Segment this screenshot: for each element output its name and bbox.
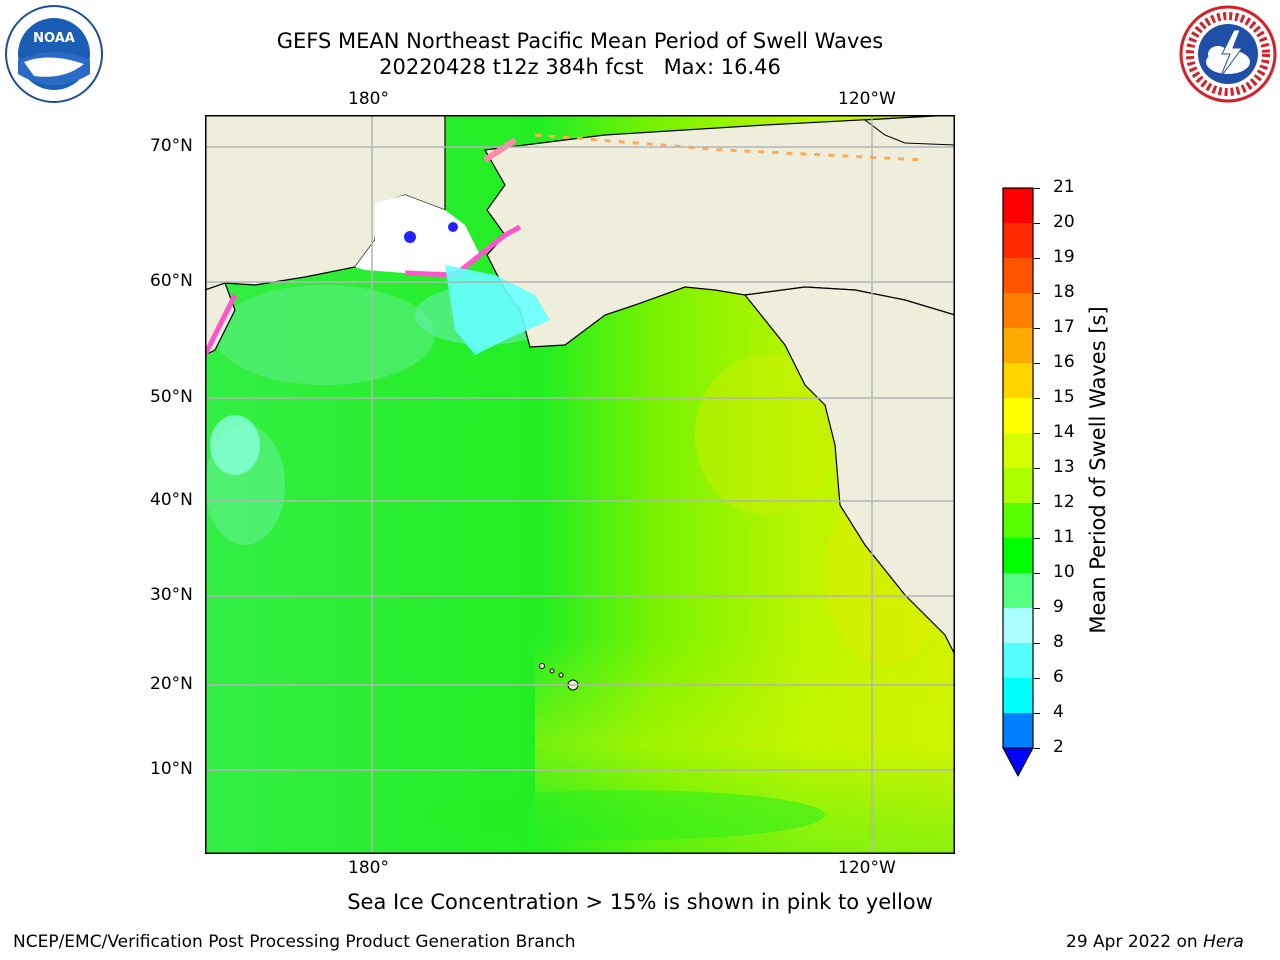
- host-name: Hera: [1203, 932, 1244, 952]
- swell-patch-north: [215, 285, 435, 385]
- date-text: 29 Apr 2022 on: [1066, 932, 1204, 952]
- colorbar-tick: [1034, 748, 1040, 749]
- colorbar-label: 13: [1053, 457, 1075, 477]
- date-stamp: 29 Apr 2022 on Hera: [1066, 932, 1244, 952]
- swell-patch-cyan-west: [210, 415, 260, 475]
- nws-logo: [1178, 4, 1278, 104]
- map-frame: [205, 115, 955, 854]
- colorbar-label: 19: [1053, 247, 1075, 267]
- colorbar-tick: [1034, 608, 1040, 609]
- lat-label-50n: 50°N: [150, 387, 193, 407]
- colorbar-tick: [1034, 678, 1040, 679]
- colorbar-label: 15: [1053, 387, 1075, 407]
- colorbar-tick: [1034, 503, 1040, 504]
- colorbar-segment: [1003, 678, 1033, 713]
- colorbar-segment: [1003, 608, 1033, 643]
- chart-title-line1: GEFS MEAN Northeast Pacific Mean Period …: [276, 29, 884, 53]
- colorbar-tick: [1034, 433, 1040, 434]
- colorbar-segment: [1003, 293, 1033, 328]
- sea-ice-note: Sea Ice Concentration > 15% is shown in …: [347, 890, 933, 914]
- land-west-coast: [743, 286, 956, 656]
- lat-label-30n: 30°N: [150, 585, 193, 605]
- noaa-logo: NOAA: [4, 4, 104, 104]
- lon-label-top-180: 180°: [348, 89, 389, 109]
- sea-ice-bering: [355, 195, 480, 275]
- ice-edge-chukchi: [483, 137, 517, 163]
- lon-label-bottom-180: 180°: [348, 858, 389, 878]
- colorbar-segment: [1003, 433, 1033, 468]
- colorbar-segment: [1003, 328, 1033, 363]
- colorbar-tick: [1034, 188, 1040, 189]
- colorbar-label: 4: [1053, 702, 1064, 722]
- colorbar: [1000, 186, 1040, 786]
- swell-patch-cyan-bering: [445, 265, 550, 355]
- ice-blue-patch-2: [448, 222, 458, 232]
- lat-label-20n: 20°N: [150, 674, 193, 694]
- colorbar-label: 2: [1053, 737, 1064, 757]
- colorbar-tick: [1034, 258, 1040, 259]
- colorbar-tick: [1034, 363, 1040, 364]
- colorbar-label: 11: [1053, 527, 1075, 547]
- colorbar-tick: [1034, 538, 1040, 539]
- island-kauai: [539, 663, 545, 669]
- colorbar-segment: [1003, 573, 1033, 608]
- map-svg: [202, 114, 956, 854]
- lat-label-60n: 60°N: [150, 271, 193, 291]
- lat-label-40n: 40°N: [150, 490, 193, 510]
- colorbar-segment: [1003, 223, 1033, 258]
- colorbar-tick: [1034, 328, 1040, 329]
- credit-text: NCEP/EMC/Verification Post Processing Pr…: [13, 932, 576, 952]
- ice-blue-patch-1: [404, 231, 416, 243]
- colorbar-frame: [1002, 187, 1034, 749]
- graticule: [205, 115, 955, 854]
- colorbar-tick: [1034, 468, 1040, 469]
- colorbar-label: 6: [1053, 667, 1064, 687]
- colorbar-segment: [1003, 258, 1033, 293]
- colorbar-label: 16: [1053, 352, 1075, 372]
- island-maui: [558, 672, 564, 678]
- colorbar-label: 14: [1053, 422, 1075, 442]
- colorbar-segment: [1003, 468, 1033, 503]
- lon-label-top-120w: 120°W: [838, 89, 896, 109]
- lat-label-10n: 10°N: [150, 759, 193, 779]
- colorbar-label: 10: [1053, 562, 1075, 582]
- colorbar-svg: [1002, 187, 1034, 778]
- ice-edge-okhotsk: [202, 293, 238, 357]
- colorbar-tick: [1034, 398, 1040, 399]
- ice-edge-bering: [404, 224, 522, 278]
- colorbar-segment: [1003, 188, 1033, 223]
- colorbar-extend-arrow: [1002, 747, 1034, 778]
- colorbar-tick: [1034, 573, 1040, 574]
- lon-label-bottom-120w: 120°W: [838, 858, 896, 878]
- island-oahu: [549, 668, 555, 674]
- colorbar-segment: [1003, 643, 1033, 678]
- colorbar-segment: [1003, 398, 1033, 433]
- noaa-logo-text: NOAA: [33, 31, 75, 46]
- colorbar-segment: [1003, 713, 1033, 748]
- colorbar-tick: [1034, 223, 1040, 224]
- lat-label-70n: 70°N: [150, 136, 193, 156]
- colorbar-tick: [1034, 293, 1040, 294]
- colorbar-label: 17: [1053, 317, 1075, 337]
- chart-title-line2: 20220428 t12z 384h fcst Max: 16.46: [379, 55, 781, 79]
- colorbar-segment: [1003, 363, 1033, 398]
- colorbar-label: 9: [1053, 597, 1064, 617]
- map-panel: [202, 114, 956, 854]
- colorbar-tick: [1034, 643, 1040, 644]
- colorbar-tick: [1034, 713, 1040, 714]
- colorbar-label: 8: [1053, 632, 1064, 652]
- colorbar-segment: [1003, 538, 1033, 573]
- colorbar-label: 12: [1053, 492, 1075, 512]
- colorbar-label: 20: [1053, 212, 1075, 232]
- colorbar-segment: [1003, 503, 1033, 538]
- swell-patch-south: [425, 790, 825, 840]
- ice-edge-beaufort: [534, 133, 926, 162]
- colorbar-label: 21: [1053, 177, 1075, 197]
- swell-patch-east: [695, 355, 835, 515]
- colorbar-label: 18: [1053, 282, 1075, 302]
- colorbar-title: Mean Period of Swell Waves [s]: [1086, 306, 1110, 634]
